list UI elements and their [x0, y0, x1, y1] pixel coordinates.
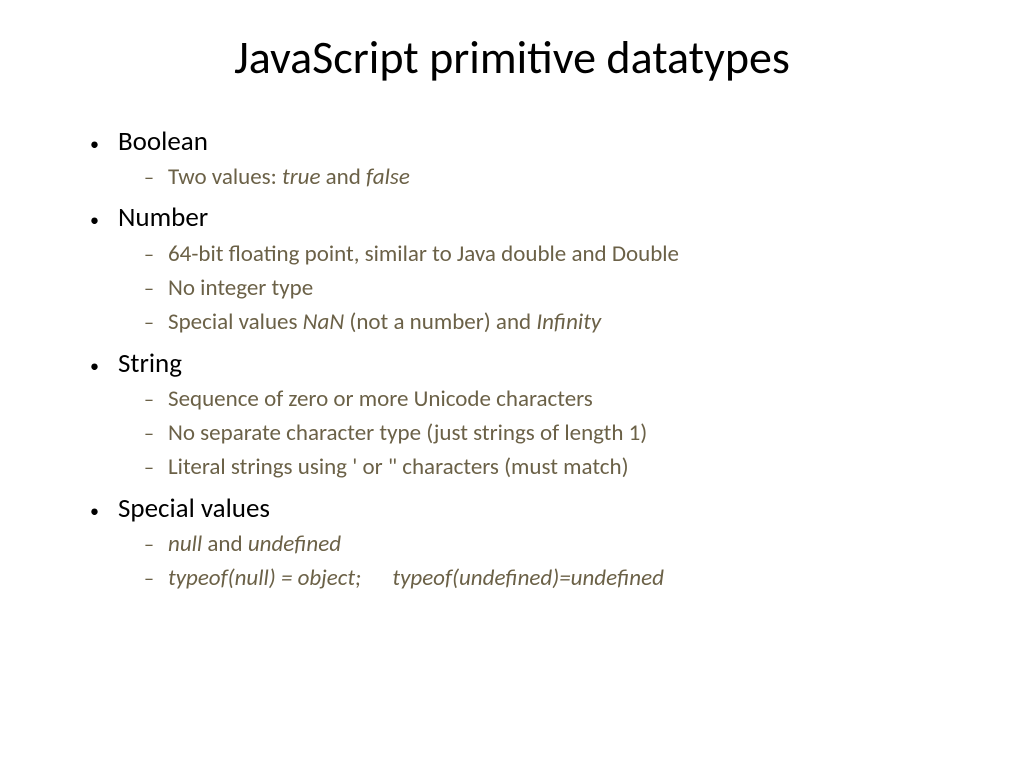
sub-list-item: – Special values NaN (not a number) and …: [144, 306, 954, 339]
bullet-marker: •: [90, 500, 118, 522]
dash-marker: –: [144, 456, 168, 480]
list-item-label: String: [118, 346, 182, 381]
sub-item-text: Special values NaN (not a number) and In…: [168, 306, 601, 339]
dash-marker: –: [144, 311, 168, 335]
sub-item-text: 64-bit floating point, similar to Java d…: [168, 238, 679, 271]
sub-item-text: No separate character type (just strings…: [168, 417, 647, 450]
dash-marker: –: [144, 243, 168, 267]
sub-list-item: – typeof(null) = object; typeof(undefine…: [144, 562, 954, 595]
bullet-marker: •: [90, 355, 118, 377]
sub-item-text: Sequence of zero or more Unicode charact…: [168, 383, 593, 416]
dash-marker: –: [144, 277, 168, 301]
sub-item-text: typeof(null) = object; typeof(undefined)…: [168, 562, 664, 595]
sub-list-item: – Literal strings using ' or " character…: [144, 451, 954, 484]
sub-list-item: – null and undefined: [144, 528, 954, 561]
list-item: • Special values: [90, 491, 954, 526]
dash-marker: –: [144, 533, 168, 557]
list-item-label: Special values: [118, 491, 270, 526]
list-item: • Boolean: [90, 124, 954, 159]
sub-list-item: – No integer type: [144, 272, 954, 305]
sub-list-item: – No separate character type (just strin…: [144, 417, 954, 450]
dash-marker: –: [144, 388, 168, 412]
slide-content: • Boolean – Two values: true and false •…: [70, 124, 954, 595]
sub-item-text: null and undefined: [168, 528, 341, 561]
sub-list-item: – Two values: true and false: [144, 161, 954, 194]
list-item-label: Number: [118, 200, 208, 235]
list-item-label: Boolean: [118, 124, 208, 159]
sub-list-item: – Sequence of zero or more Unicode chara…: [144, 383, 954, 416]
list-item: • String: [90, 346, 954, 381]
bullet-marker: •: [90, 209, 118, 231]
sub-item-text: Two values: true and false: [168, 161, 410, 194]
dash-marker: –: [144, 567, 168, 591]
slide-title: JavaScript primitive datatypes: [70, 30, 954, 86]
sub-item-text: No integer type: [168, 272, 313, 305]
bullet-marker: •: [90, 133, 118, 155]
sub-item-text: Literal strings using ' or " characters …: [168, 451, 629, 484]
list-item: • Number: [90, 200, 954, 235]
dash-marker: –: [144, 422, 168, 446]
dash-marker: –: [144, 166, 168, 190]
sub-list-item: – 64-bit floating point, similar to Java…: [144, 238, 954, 271]
